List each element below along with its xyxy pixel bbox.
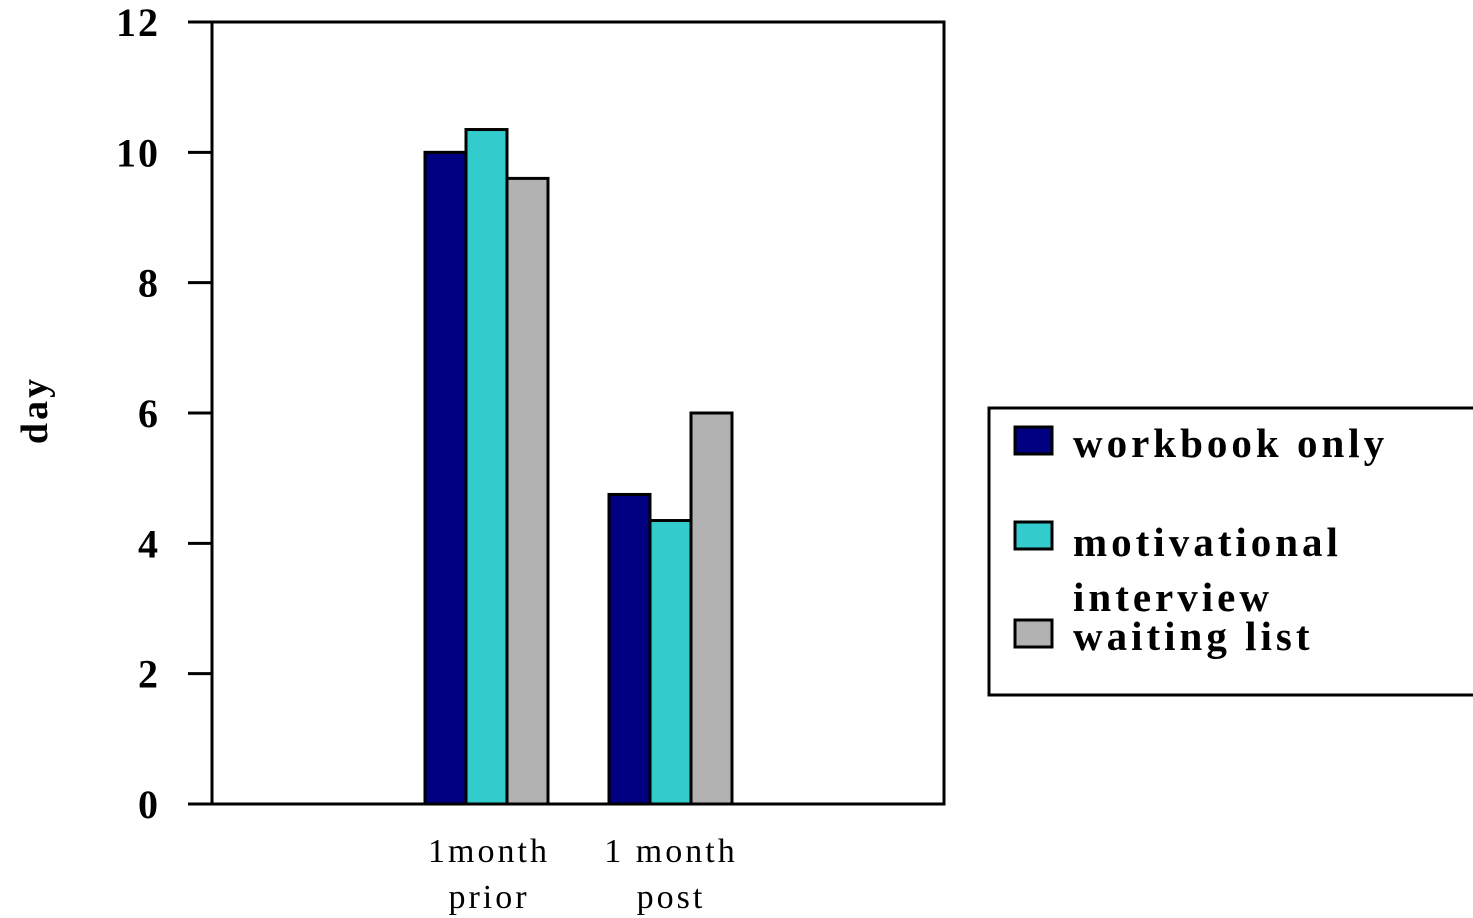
legend-label: waiting list (1073, 613, 1314, 659)
bar (689, 411, 734, 806)
plot-area (210, 20, 946, 806)
legend: workbook only motivational interviewwaitin… (987, 406, 1473, 697)
y-tick-label: 0 (138, 782, 160, 827)
y-tick-label: 4 (138, 521, 160, 566)
y-axis-title: day (14, 376, 56, 444)
bar (423, 150, 468, 806)
bars-group (423, 128, 734, 806)
y-tick-label: 8 (138, 261, 160, 306)
y-tick-label: 10 (116, 130, 160, 175)
legend-label: interview (1073, 574, 1273, 620)
legend-box (987, 406, 1473, 697)
x-tick-label: prior (448, 879, 529, 916)
y-axis: 0 2 4 6 8 10 12 (116, 0, 212, 827)
y-tick-label: 2 (138, 652, 160, 697)
x-tick-label: 1 month (604, 833, 737, 870)
x-axis: 1month prior 1 month post (428, 833, 737, 916)
y-tick-label: 12 (116, 0, 160, 45)
bar (607, 492, 652, 806)
legend-swatch (1013, 425, 1054, 456)
x-tick-label: post (637, 879, 706, 916)
y-tick-label: 6 (138, 391, 160, 436)
legend-swatch (1013, 520, 1054, 551)
x-tick-label: 1month (428, 833, 550, 870)
legend-label: motivational (1073, 519, 1342, 565)
legend-swatch (1013, 618, 1054, 649)
bar (648, 519, 693, 806)
legend-label: workbook only (1073, 420, 1388, 466)
bar (464, 128, 509, 806)
bar (505, 176, 550, 806)
